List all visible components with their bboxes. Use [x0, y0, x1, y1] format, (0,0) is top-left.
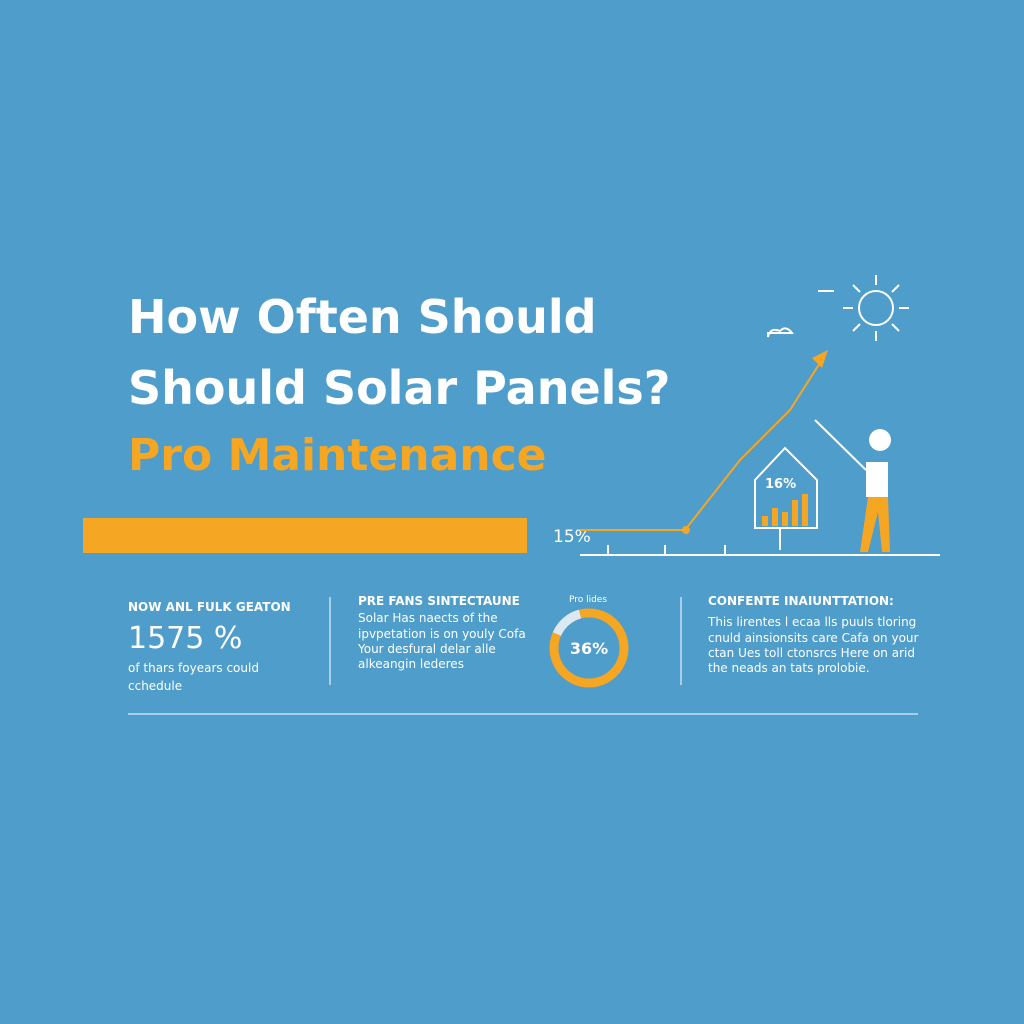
- column-heading: CONFENTE INAIUNTTATION:: [708, 594, 894, 608]
- column-heading: NOW ANL FULK GEATON: [128, 600, 291, 614]
- column-figure: 1575 %: [128, 621, 242, 656]
- baseline-label: 15%: [553, 527, 591, 547]
- column-text: This lirentes l ecaa lls puuls tloring: [707, 615, 916, 629]
- column-text: ctan Ues toll ctonsrcs Here on arid: [708, 646, 915, 660]
- title-line: Should Solar Panels?: [128, 361, 670, 415]
- columns: NOW ANL FULK GEATON 1575 % of thars foye…: [128, 594, 919, 715]
- sun: [858, 290, 894, 326]
- column-heading: PRE FANS SINTECTAUNE: [358, 594, 520, 608]
- column-heading: Pro lides: [569, 595, 607, 605]
- column-text: Your desfural delar alle: [357, 642, 496, 656]
- ring: [549, 608, 629, 688]
- ring-label: 36%: [570, 639, 608, 658]
- trend-arrow: [684, 354, 826, 531]
- house: [754, 446, 818, 550]
- house-label: 16%: [765, 477, 796, 492]
- illustration: 15% 16%: [553, 275, 940, 556]
- column-text: the neads an tats prolobie.: [708, 661, 870, 675]
- column-text: of thars foyears could: [128, 661, 259, 675]
- column-text: cchedule: [128, 679, 182, 693]
- column-text: ipvpetation is on youly Cofa: [358, 627, 526, 641]
- column-text: alkeangin lederes: [358, 657, 464, 671]
- worker: [869, 429, 891, 451]
- cloud: [767, 327, 795, 338]
- column-text: cnuld ainsionsits care Cafa on your: [708, 631, 919, 645]
- column-text: Solar Has naects of the: [358, 611, 498, 625]
- accent-bar: [83, 518, 527, 553]
- subtitle: Pro Maintenance: [128, 430, 547, 481]
- title-line: How Often Should: [128, 290, 597, 344]
